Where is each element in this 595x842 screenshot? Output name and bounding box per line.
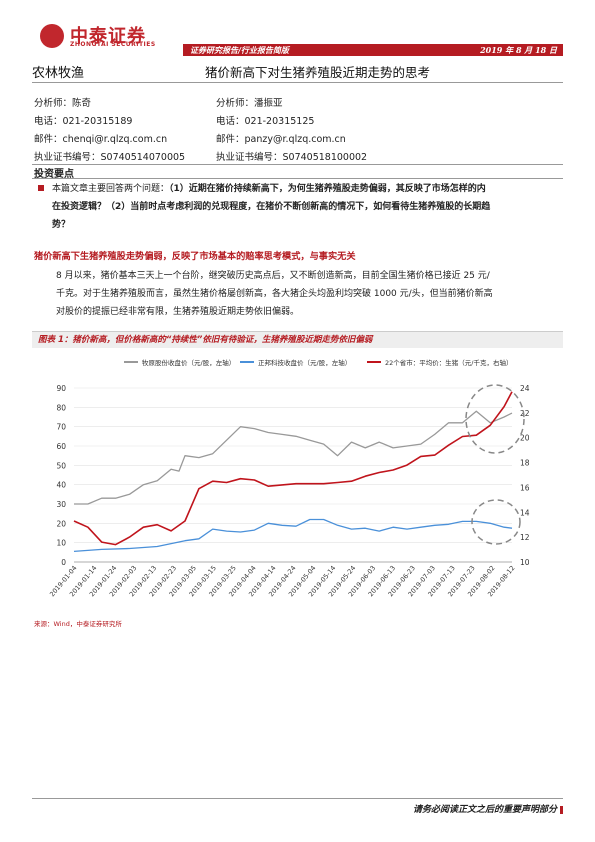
- legend-label: 正邦科技收盘价（元/股，左轴）: [258, 358, 351, 367]
- summary-text: 本篇文章主要回答两个问题：: [52, 184, 170, 194]
- logo-text-en: ZHONGTAI SECURITIES: [70, 41, 156, 48]
- bullet-icon: [38, 185, 44, 191]
- logo-icon: [40, 24, 64, 48]
- summary-question: 在投资逻辑？（2）当前时点考虑利润的兑现程度，在猪价不断创新高的情况下，如何看待…: [52, 202, 491, 212]
- analyst-2-cert: 执业证书编号：S0740518100002: [216, 152, 368, 163]
- left-axis-ticks: 0 10 20 30 40 50 60 70 80 90: [56, 384, 66, 567]
- left-tick-label: 10: [56, 539, 66, 548]
- footer-divider: [32, 798, 563, 799]
- left-tick-label: 90: [56, 384, 66, 393]
- right-tick-label: 18: [520, 459, 530, 468]
- right-tick-label: 20: [520, 434, 530, 443]
- left-tick-label: 30: [56, 500, 66, 509]
- left-tick-label: 20: [56, 519, 66, 528]
- section-label: 农林牧渔: [32, 66, 85, 81]
- figure-caption: 图表 1：猪价新高，但价格新高的“持续性”依旧有待验证，生猪养殖股近期走势依旧偏…: [38, 335, 373, 345]
- body-line-2: 千克。对于生猪养殖股而言，虽然生猪价格屡创新高，各大猪企头均盈利均突破 1000…: [56, 289, 493, 299]
- summary-question: （1）近期在猪价持续新高下，为何生猪养殖股走势偏弱，其反映了市场怎样的内: [169, 184, 486, 194]
- page-marker: [560, 806, 563, 814]
- right-tick-label: 24: [520, 384, 530, 393]
- body-line-3: 对股价的提振已经非常有限，生猪养殖股近期走势依旧偏弱。: [56, 307, 300, 317]
- analyst-2-name: 分析师：潘振亚: [216, 98, 283, 109]
- analyst-1-email[interactable]: 邮件：chenqi@r.qlzq.com.cn: [34, 134, 168, 145]
- analyst-1-cert: 执业证书编号：S0740514070005: [34, 152, 186, 163]
- report-date: 2019 年 8 月 18 日: [480, 45, 557, 55]
- right-tick-label: 10: [520, 558, 530, 567]
- footer-disclaimer: 请务必阅读正文之后的重要声明部分: [412, 805, 557, 815]
- analyst-1-name: 分析师：陈奇: [34, 98, 92, 109]
- right-tick-label: 14: [520, 508, 530, 517]
- analyst-1-phone: 电话：021-20315189: [34, 116, 133, 127]
- left-tick-label: 0: [61, 558, 66, 567]
- series-line-2: [73, 518, 513, 553]
- series-line-3: [73, 391, 513, 546]
- summary-line-3: 势？: [52, 216, 564, 234]
- report-type: 证券研究报告/行业报告简版: [190, 45, 289, 55]
- logo-text-cn: 中泰证券: [70, 26, 146, 47]
- header-bar: [183, 44, 563, 56]
- page-title: 猪价新高下对生猪养殖股近期走势的思考: [205, 65, 431, 80]
- chart-legend: 牧原股份收盘价（元/股，左轴） 正邦科技收盘价（元/股，左轴） 22个省市：平均价：…: [124, 358, 512, 367]
- chart-grid: [74, 387, 512, 563]
- left-tick-label: 60: [56, 442, 66, 451]
- divider: [32, 178, 563, 179]
- left-tick-label: 80: [56, 403, 66, 412]
- analyst-2-phone: 电话：021-20315125: [216, 116, 315, 127]
- figure-caption-bar: [32, 331, 563, 348]
- price-chart: 牧原股份收盘价（元/股，左轴） 正邦科技收盘价（元/股，左轴） 22个省市：平均价：…: [48, 358, 530, 598]
- right-axis-ticks: 10 12 14 16 18 20 22 24: [520, 384, 530, 567]
- red-heading: 猪价新高下生猪养殖股走势偏弱，反映了市场基本的赔率思考模式，与事实无关: [34, 251, 356, 262]
- x-axis-ticks: 2019-01-042019-01-142019-01-242019-02-03…: [48, 564, 516, 598]
- body-line-1: 8 月以来，猪价基本三天上一个台阶，继突破历史高点后，又不断创造新高，目前全国生…: [56, 271, 490, 281]
- left-tick-label: 70: [56, 423, 66, 432]
- chart-series: [73, 391, 513, 553]
- summary-question: 势？: [52, 220, 71, 230]
- left-tick-label: 50: [56, 461, 66, 470]
- legend-label: 牧原股份收盘价（元/股，左轴）: [142, 358, 235, 367]
- highlight-circle-bottom: [471, 499, 521, 545]
- summary-line-1: 本篇文章主要回答两个问题：（1）近期在猪价持续新高下，为何生猪养殖股走势偏弱，其…: [52, 180, 564, 198]
- left-tick-label: 40: [56, 481, 66, 490]
- right-tick-label: 16: [520, 483, 530, 492]
- summary-line-2: 在投资逻辑？（2）当前时点考虑利润的兑现程度，在猪价不断创新高的情况下，如何看待…: [52, 198, 564, 216]
- divider: [32, 164, 563, 165]
- divider: [32, 82, 563, 83]
- highlight-circle-top: [465, 384, 525, 454]
- right-tick-label: 12: [520, 533, 530, 542]
- source-note: 来源：Wind，中泰证券研究所: [34, 620, 122, 628]
- right-tick-label: 22: [520, 409, 530, 418]
- analyst-2-email[interactable]: 邮件：panzy@r.qlzq.com.cn: [216, 134, 346, 145]
- invest-points-label: 投资要点: [34, 169, 74, 180]
- series-line-1: [74, 410, 513, 505]
- legend-label: 22个省市：平均价：生猪（元/千克，右轴）: [385, 358, 512, 367]
